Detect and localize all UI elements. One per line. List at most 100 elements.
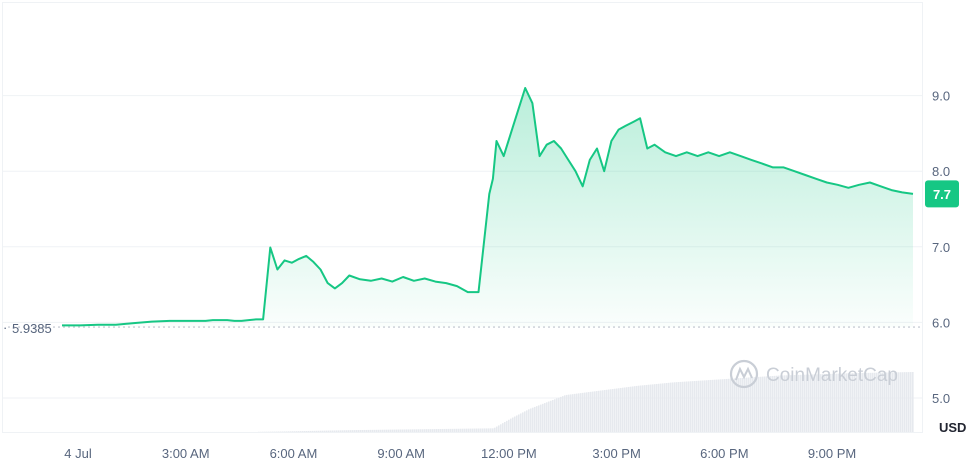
volume-bar [542,403,544,432]
volume-bar [548,401,550,432]
volume-bar [874,372,876,432]
volume-bar [680,381,682,432]
volume-bar [840,373,842,432]
volume-bar [640,385,642,432]
volume-bar [684,381,686,432]
volume-bar [482,428,484,432]
volume-bar [902,372,904,432]
volume-bar [470,428,472,432]
volume-bar [300,431,302,432]
x-tick-label: 9:00 AM [377,446,425,461]
y-tick-label: 7.0 [932,240,950,255]
volume-bar [712,379,714,432]
volume-bar [878,372,880,432]
volume-bar [898,372,900,432]
volume-bar [666,383,668,432]
volume-bar [376,429,378,432]
volume-bar [350,430,352,432]
volume-bar [322,430,324,432]
volume-bar [628,386,630,432]
volume-bar [720,379,722,432]
volume-bar [810,374,812,432]
volume-bar [832,373,834,432]
coinmarketcap-logo-icon [729,359,759,389]
volume-bar [632,386,634,432]
volume-bar [578,393,580,432]
volume-bar [648,384,650,432]
volume-bar [670,382,672,432]
volume-bar [408,429,410,432]
volume-bar [770,376,772,432]
volume-bar [562,396,564,432]
volume-bar [570,394,572,432]
volume-bar [606,389,608,432]
x-tick-label: 6:00 PM [700,446,748,461]
volume-bar [596,391,598,432]
volume-bar [450,428,452,432]
volume-bar [798,374,800,432]
volume-bar [778,375,780,432]
volume-bar [476,428,478,432]
volume-bar [588,392,590,432]
volume-bar [890,372,892,432]
volume-bar [370,429,372,432]
y-tick-label: 6.0 [932,315,950,330]
volume-bar [706,380,708,432]
volume-bar [750,377,752,432]
volume-bar [330,430,332,432]
volume-bar [802,374,804,432]
volume-bar [498,425,500,432]
volume-bar [860,372,862,432]
volume-bar [692,381,694,432]
volume-bar [730,378,732,432]
volume-bar [428,429,430,432]
volume-bar [540,404,542,432]
volume-bar [838,373,840,432]
volume-bar [558,397,560,432]
volume-bar [896,372,898,432]
volume-bar [626,387,628,432]
volume-bar [652,384,654,432]
last-price-label: 7.7 [933,187,951,202]
last-price-badge [925,180,959,208]
volume-bar [910,372,912,432]
volume-bar [556,398,558,432]
volume-bar [288,431,290,432]
volume-bar [346,430,348,432]
volume-bar [552,399,554,432]
volume-bar [516,415,518,432]
volume-bar [320,430,322,432]
volume-bar [446,428,448,432]
volume-bar [568,394,570,432]
volume-bar [282,431,284,432]
volume-bar [880,372,882,432]
volume-bar [662,383,664,432]
volume-bar [764,376,766,432]
volume-bar [866,372,868,432]
volume-bar [460,428,462,432]
volume-bar [634,386,636,432]
volume-bar [678,382,680,432]
volume-bar [700,380,702,432]
price-area [62,88,913,327]
volume-bar [612,388,614,432]
volume-bar [418,429,420,432]
volume-bar [674,382,676,432]
volume-bar [490,428,492,432]
x-tick-label: 12:00 PM [481,446,537,461]
volume-bar [332,430,334,432]
volume-bar [426,429,428,432]
x-tick-label: 3:00 PM [592,446,640,461]
volume-bar [790,375,792,432]
volume-bar [742,377,744,432]
volume-bar [462,428,464,432]
volume-bar [904,372,906,432]
volume-bar [600,390,602,432]
volume-bar [406,429,408,432]
volume-bar [784,375,786,432]
volume-bar [788,375,790,432]
volume-bar [294,431,296,432]
volume-bar [792,375,794,432]
volume-bar [658,383,660,432]
